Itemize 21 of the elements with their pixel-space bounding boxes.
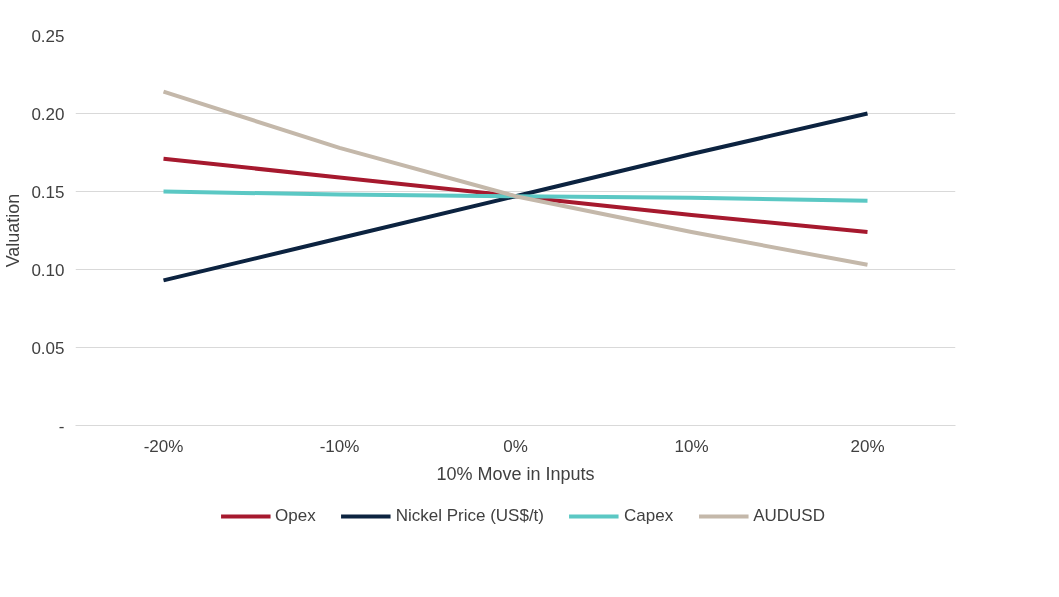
x-axis-title: 10% Move in Inputs [436, 463, 595, 484]
line-series [161, 111, 870, 283]
x-tick-label: 20% [850, 436, 885, 456]
y-tick-label: 0.10 [31, 260, 65, 280]
y-tick-label: 0.25 [31, 26, 65, 46]
x-tick-label: 0% [503, 436, 528, 456]
legend-label: AUDUSD [753, 506, 825, 526]
line-series [161, 89, 870, 267]
y-axis-title: Valuation [3, 193, 24, 268]
y-tick-label: - [58, 416, 65, 436]
line-series [161, 156, 870, 235]
legend-label: Capex [624, 506, 674, 526]
x-tick-label: -20% [143, 436, 184, 456]
legend-label: Nickel Price (US$/t) [395, 506, 545, 526]
legend-label: Opex [275, 506, 316, 526]
line-series [161, 189, 870, 203]
x-tick-label: -10% [319, 436, 360, 456]
y-tick-label: 0.05 [31, 338, 65, 358]
y-tick-label: 0.20 [31, 104, 65, 124]
x-tick-label: 10% [674, 436, 709, 456]
y-tick-label: 0.15 [31, 182, 65, 202]
